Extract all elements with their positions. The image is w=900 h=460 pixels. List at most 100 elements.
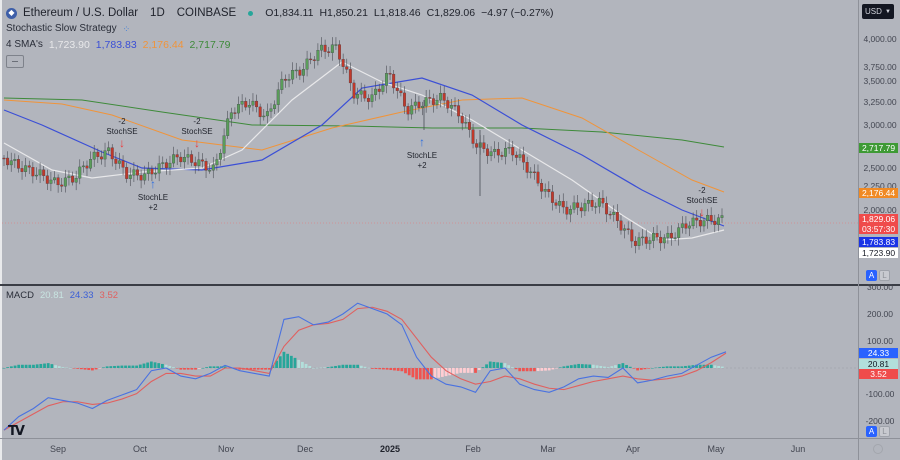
candle[interactable] (38, 169, 42, 176)
candle[interactable] (410, 105, 414, 115)
candle[interactable] (13, 159, 17, 161)
sma-green-line[interactable] (3, 97, 725, 148)
candle[interactable] (561, 201, 565, 208)
candle[interactable] (211, 164, 215, 171)
candle[interactable] (233, 112, 237, 114)
strategy-row[interactable]: Stochastic Slow Strategy ⁘ (6, 21, 554, 37)
candle[interactable] (118, 160, 121, 164)
candle[interactable] (240, 101, 244, 105)
candle[interactable] (276, 89, 280, 105)
candle[interactable] (569, 209, 572, 215)
candle[interactable] (403, 92, 406, 107)
candle[interactable] (637, 237, 641, 246)
tradingview-logo[interactable]: TV (8, 424, 25, 439)
candle[interactable] (406, 106, 410, 115)
candle[interactable] (529, 171, 533, 174)
candle[interactable] (298, 69, 302, 76)
interval-label[interactable]: 1D (150, 7, 165, 19)
candle[interactable] (110, 147, 114, 160)
candle[interactable] (92, 151, 96, 160)
candle[interactable] (305, 58, 309, 70)
symbol-title[interactable]: Ethereum / U.S. Dollar (23, 7, 139, 19)
candle[interactable] (644, 236, 648, 244)
candle[interactable] (67, 175, 71, 179)
candle[interactable] (179, 156, 183, 163)
candle[interactable] (565, 206, 569, 215)
collapse-legend-button[interactable] (6, 55, 24, 68)
candle[interactable] (486, 148, 489, 157)
candle[interactable] (514, 154, 518, 158)
candle[interactable] (713, 220, 717, 225)
candle[interactable] (294, 69, 298, 72)
macd-pane[interactable] (2, 286, 858, 438)
candle[interactable] (316, 50, 320, 61)
candle[interactable] (601, 197, 605, 204)
sma-indicator-name[interactable]: 4 SMA's (6, 39, 43, 50)
auto-scale-button-price[interactable]: A (866, 270, 877, 281)
candle[interactable] (558, 201, 562, 206)
candle[interactable] (702, 220, 706, 227)
candle[interactable] (280, 78, 284, 90)
candle[interactable] (500, 154, 504, 157)
candle[interactable] (356, 94, 360, 99)
candle[interactable] (695, 217, 699, 221)
candle[interactable] (222, 135, 226, 154)
candle[interactable] (139, 175, 143, 181)
strategy-name[interactable]: Stochastic Slow Strategy (6, 23, 117, 34)
candle[interactable] (302, 69, 305, 76)
candle[interactable] (594, 206, 598, 208)
candle[interactable] (352, 82, 356, 99)
candle[interactable] (507, 147, 511, 149)
log-scale-button-price[interactable]: L (879, 270, 890, 281)
candle[interactable] (78, 166, 82, 179)
candle[interactable] (684, 223, 688, 229)
candle[interactable] (247, 104, 251, 108)
candle[interactable] (619, 220, 623, 231)
candle[interactable] (9, 160, 13, 166)
candle[interactable] (262, 115, 266, 118)
candle[interactable] (273, 104, 277, 109)
macd-chart-canvas[interactable] (2, 286, 858, 438)
candle[interactable] (467, 122, 471, 130)
candle[interactable] (172, 154, 176, 164)
candle[interactable] (651, 233, 655, 241)
candle[interactable] (442, 93, 446, 101)
log-scale-button-macd[interactable]: L (879, 426, 890, 437)
candle[interactable] (583, 203, 587, 212)
candle[interactable] (496, 148, 500, 156)
candle[interactable] (258, 106, 262, 118)
candle[interactable] (255, 100, 259, 108)
candle[interactable] (35, 174, 38, 177)
candle[interactable] (540, 183, 544, 192)
candle[interactable] (330, 44, 334, 53)
candle[interactable] (215, 159, 219, 166)
price-chart-canvas[interactable] (2, 0, 858, 284)
candle[interactable] (511, 147, 515, 156)
candle[interactable] (121, 160, 125, 168)
candle[interactable] (63, 177, 67, 187)
candle[interactable] (525, 162, 529, 173)
candle[interactable] (709, 215, 713, 222)
candle[interactable] (431, 98, 435, 105)
candle[interactable] (648, 240, 652, 244)
candle[interactable] (190, 154, 194, 163)
candle[interactable] (612, 211, 616, 215)
candle[interactable] (464, 122, 468, 124)
candle[interactable] (680, 223, 684, 228)
candle[interactable] (493, 148, 497, 152)
candle[interactable] (677, 227, 681, 238)
gear-icon[interactable] (873, 444, 883, 454)
candle[interactable] (20, 168, 24, 172)
candle[interactable] (345, 66, 349, 70)
candle[interactable] (193, 162, 197, 166)
candle[interactable] (81, 165, 85, 168)
candle[interactable] (150, 168, 154, 175)
candle[interactable] (453, 105, 457, 107)
candle[interactable] (536, 171, 540, 184)
candle[interactable] (197, 159, 201, 166)
candle[interactable] (60, 184, 64, 187)
candle[interactable] (670, 232, 673, 239)
candle[interactable] (417, 101, 421, 108)
candle[interactable] (161, 162, 165, 164)
candle[interactable] (608, 213, 612, 216)
